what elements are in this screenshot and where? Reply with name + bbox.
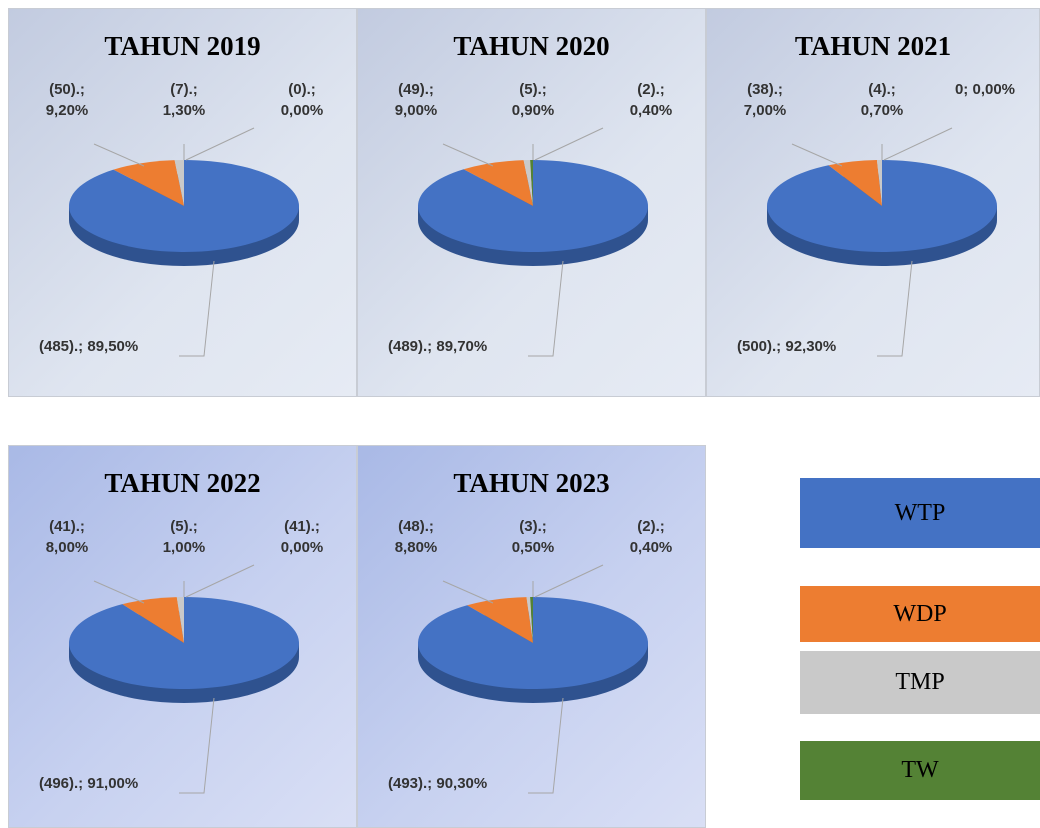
pie-slice [530,597,533,643]
data-label: (5).; 0,90% [511,81,555,119]
pie-slice [530,160,533,206]
leader-line [179,697,215,794]
data-label: (4).; 0,70% [860,81,904,119]
legend-entry: TMP [800,651,1040,714]
leader-line [534,127,604,161]
pie-slice [523,160,533,206]
leader-line [534,564,604,598]
pie-slice [876,160,882,206]
pie-svg [69,564,299,794]
chart-title: TAHUN 2019 [104,31,261,61]
pie-svg [68,127,299,357]
pie-slice [526,597,533,643]
pie-slice [467,597,533,643]
leader-line [93,580,145,604]
data-label: (41).; 8,00% [45,518,89,556]
leader-line [791,143,843,167]
chart-title: TAHUN 2022 [104,468,261,498]
data-label: (2).; 0,40% [629,81,673,119]
pie-slice [113,160,184,206]
leader-line [93,143,145,167]
leader-line [528,697,564,794]
leader-line [883,127,953,161]
pie-slice [174,160,184,206]
data-label: (38).; 7,00% [743,81,787,119]
data-label: (5).; 1,00% [162,518,206,556]
data-label: (493).; 90,30% [388,775,488,792]
pie-slice [417,160,648,252]
leader-line [185,127,255,161]
chart-title: TAHUN 2023 [453,468,610,498]
data-label: (41).; 0,00% [280,518,324,556]
chart-panel: TAHUN 2020 (489).; 89,70% (49).; 9,00% (5).… [357,8,706,397]
leader-line [442,143,494,167]
chart-panel: TAHUN 2021 (500).; 92,30% (38).; 7,00% (4).… [706,8,1040,397]
pie-svg [767,127,997,357]
leader-line [528,260,564,357]
pie-slice [68,160,299,252]
data-label: (489).; 89,70% [388,338,488,355]
data-label: 0; 0,00% [954,81,1016,98]
data-label: (2).; 0,40% [629,518,673,556]
data-label: (0).; 0,00% [280,81,324,119]
leader-line [877,260,913,357]
leader-line [179,260,215,357]
legend-entry: WTP [800,478,1040,548]
chart-panel: TAHUN 2019 (485).; 89,50% (50).; 9,20% (7).… [8,8,357,397]
data-label: (3).; 0,50% [511,518,555,556]
pie-slice [417,597,648,689]
data-label: (49).; 9,00% [394,81,438,119]
pie-slice [122,597,184,643]
pie-svg [417,127,648,357]
leader-line [185,564,255,598]
chart-panel: TAHUN 2022 (496).; 91,00% (41).; 8,00% (5).… [8,445,357,828]
chart-panel: TAHUN 2023 (493).; 90,30% (48).; 8,80% (3).… [357,445,706,828]
pie-slice [828,160,882,206]
data-label: (500).; 92,30% [737,338,837,355]
data-label: (48).; 8,80% [394,518,438,556]
pie-slice [463,160,533,206]
data-label: (485).; 89,50% [39,338,139,355]
chart-title: TAHUN 2021 [794,31,952,61]
leader-line [442,580,494,604]
chart-title: TAHUN 2020 [453,31,610,61]
pie-slice [176,597,184,643]
legend-entry: WDP [800,586,1040,642]
data-label: (50).; 9,20% [45,81,89,119]
legend-entry: TW [800,741,1040,800]
data-label: (496).; 91,00% [39,775,139,792]
pie-svg [417,564,648,794]
data-label: (7).; 1,30% [162,81,206,119]
